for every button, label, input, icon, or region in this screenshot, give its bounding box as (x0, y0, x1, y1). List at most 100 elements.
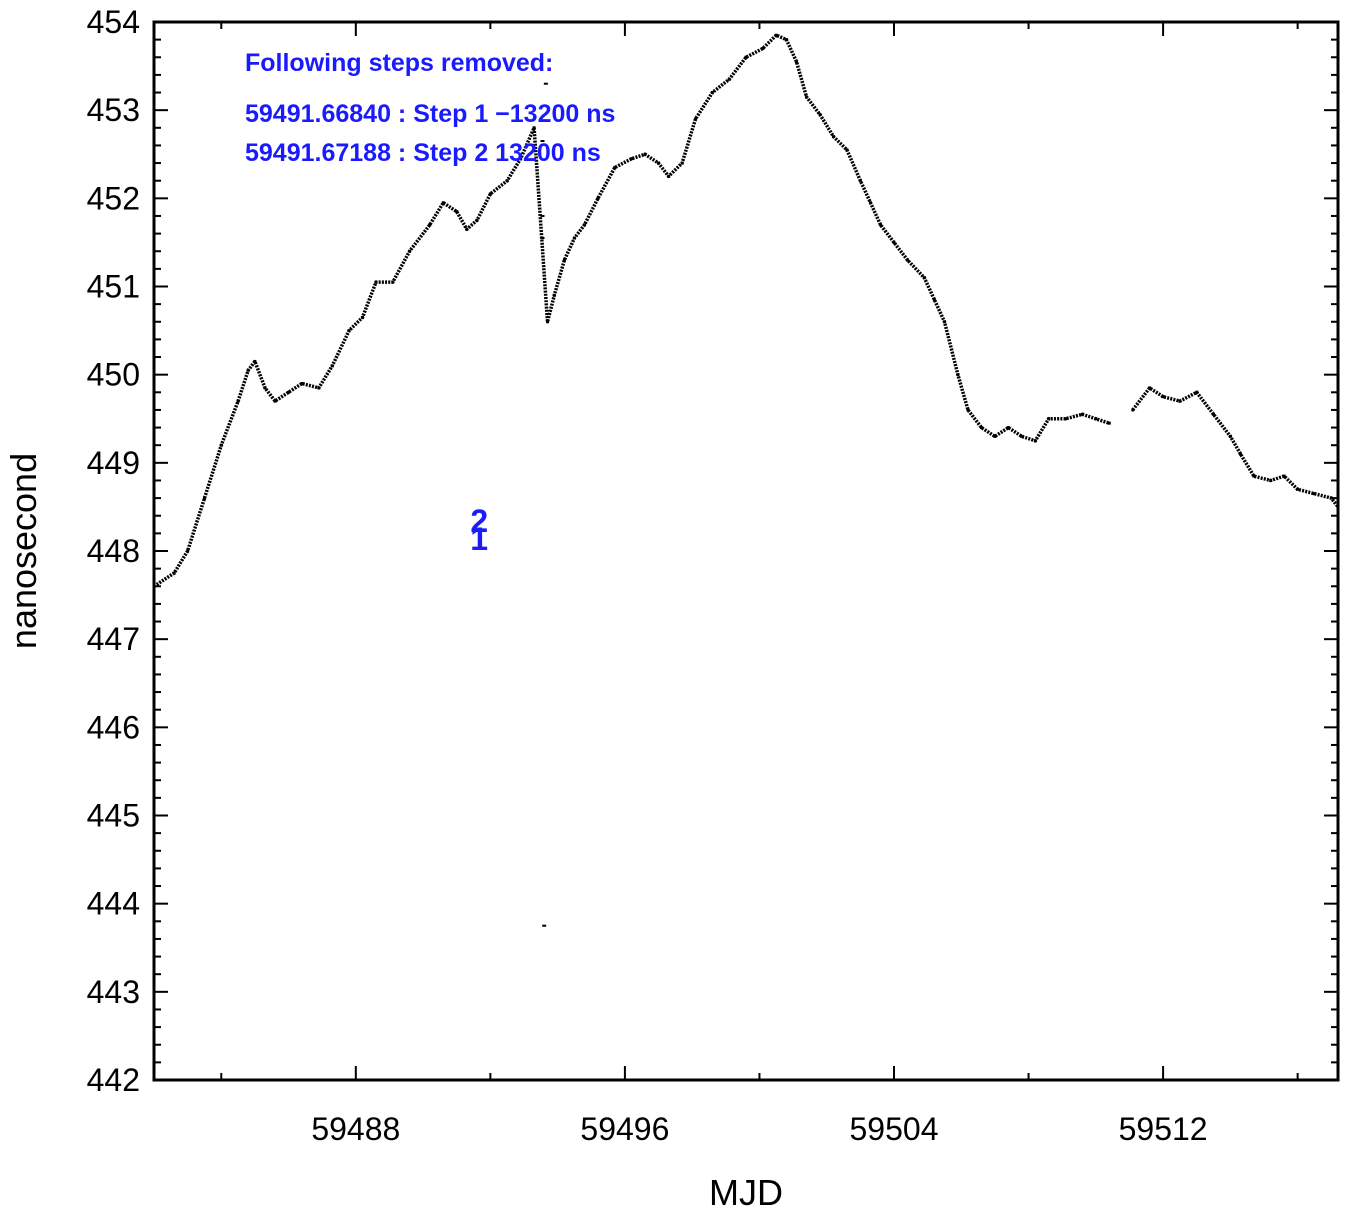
y-tick-label: 444 (87, 886, 140, 922)
x-axis-title: MJD (709, 1172, 783, 1213)
y-tick-label: 448 (87, 533, 140, 569)
data-point (1312, 492, 1316, 496)
data-point (317, 386, 321, 390)
data-point (596, 196, 600, 200)
annotation-title: Following steps removed: (245, 49, 553, 77)
data-point (831, 135, 835, 139)
y-tick-label: 453 (87, 92, 140, 128)
data-point (219, 443, 223, 447)
y-tick-label: 452 (87, 180, 140, 216)
data-point (630, 157, 634, 161)
data-point (1178, 399, 1182, 403)
data-point (879, 223, 883, 227)
y-tick-label: 447 (87, 621, 140, 657)
data-point (942, 320, 946, 324)
data-point (956, 373, 960, 377)
data-point (1094, 417, 1098, 421)
y-tick-label: 445 (87, 798, 140, 834)
outlier-point (542, 924, 547, 927)
data-point (1033, 439, 1037, 443)
data-point (1047, 417, 1051, 421)
data-point (744, 55, 748, 59)
data-point (1329, 496, 1333, 500)
data-point (391, 280, 395, 284)
y-tick-label: 442 (87, 1062, 140, 1098)
data-point (428, 223, 432, 227)
data-point (505, 179, 509, 183)
data-point (1212, 412, 1216, 416)
data-point (236, 399, 240, 403)
y-tick-label: 451 (87, 269, 140, 305)
data-point (1148, 386, 1152, 390)
data-point (1064, 417, 1068, 421)
step-markers: 21 (470, 503, 488, 557)
data-point (643, 152, 647, 156)
data-point (1336, 505, 1340, 509)
data-point (253, 359, 257, 363)
data-point (1020, 434, 1024, 438)
annotation-step-1: 59491.66840 : Step 1 −13200 ns (245, 100, 615, 128)
y-tick-label: 449 (87, 445, 140, 481)
data-point (784, 38, 788, 42)
data-point (347, 329, 351, 333)
data-point (287, 390, 291, 394)
data-point (1282, 474, 1286, 478)
data-point (667, 174, 671, 178)
data-point (246, 368, 250, 372)
data-point (519, 157, 523, 161)
data-point (172, 571, 176, 575)
data-point (488, 192, 492, 196)
data-point (583, 223, 587, 227)
data-point (374, 280, 378, 284)
data-point (273, 399, 277, 403)
data-point (263, 386, 267, 390)
axis-ticks (154, 21, 1338, 1081)
axis-tick-labels: 59488 59496 59504 59512 442 443 444 445 446 447 44… (87, 4, 1208, 1147)
data-point (858, 179, 862, 183)
data-point (408, 249, 412, 253)
data-point (932, 298, 936, 302)
data-point (979, 426, 983, 430)
data-point (1252, 474, 1256, 478)
data-point (475, 218, 479, 222)
x-tick-label: 59512 (1119, 1111, 1208, 1147)
data-point (552, 293, 556, 297)
outlier-point (540, 214, 545, 217)
data-point (441, 201, 445, 205)
data-point (710, 91, 714, 95)
y-tick-label: 443 (87, 974, 140, 1010)
data-point (1080, 412, 1084, 416)
data-point (694, 117, 698, 121)
data-point (186, 549, 190, 553)
step-marker-2: 2 (470, 503, 488, 539)
data-point (845, 148, 849, 152)
data-point (868, 201, 872, 205)
x-tick-label: 59504 (850, 1111, 939, 1147)
data-point (966, 408, 970, 412)
outlier-point (543, 82, 548, 85)
data-point (892, 240, 896, 244)
data-point (1269, 478, 1273, 482)
y-tick-label: 454 (87, 4, 140, 40)
data-point (330, 364, 334, 368)
data-trace (1131, 386, 1340, 508)
step-marker-1: 1 (470, 521, 488, 557)
data-point (774, 33, 778, 37)
data-point (361, 315, 365, 319)
data-point (572, 236, 576, 240)
data-point (727, 77, 731, 81)
data-point (657, 161, 661, 165)
data-point (1006, 426, 1010, 430)
data-point (152, 584, 156, 588)
data-trace (153, 33, 1110, 588)
y-tick-label: 450 (87, 357, 140, 393)
y-axis-title: nanosecond (3, 453, 44, 649)
data-point (455, 210, 459, 214)
outlier-point (540, 140, 545, 143)
data-point (1296, 487, 1300, 491)
outlier-points (540, 82, 548, 927)
data-point (818, 113, 822, 117)
data-point (993, 434, 997, 438)
data-point (613, 165, 617, 169)
